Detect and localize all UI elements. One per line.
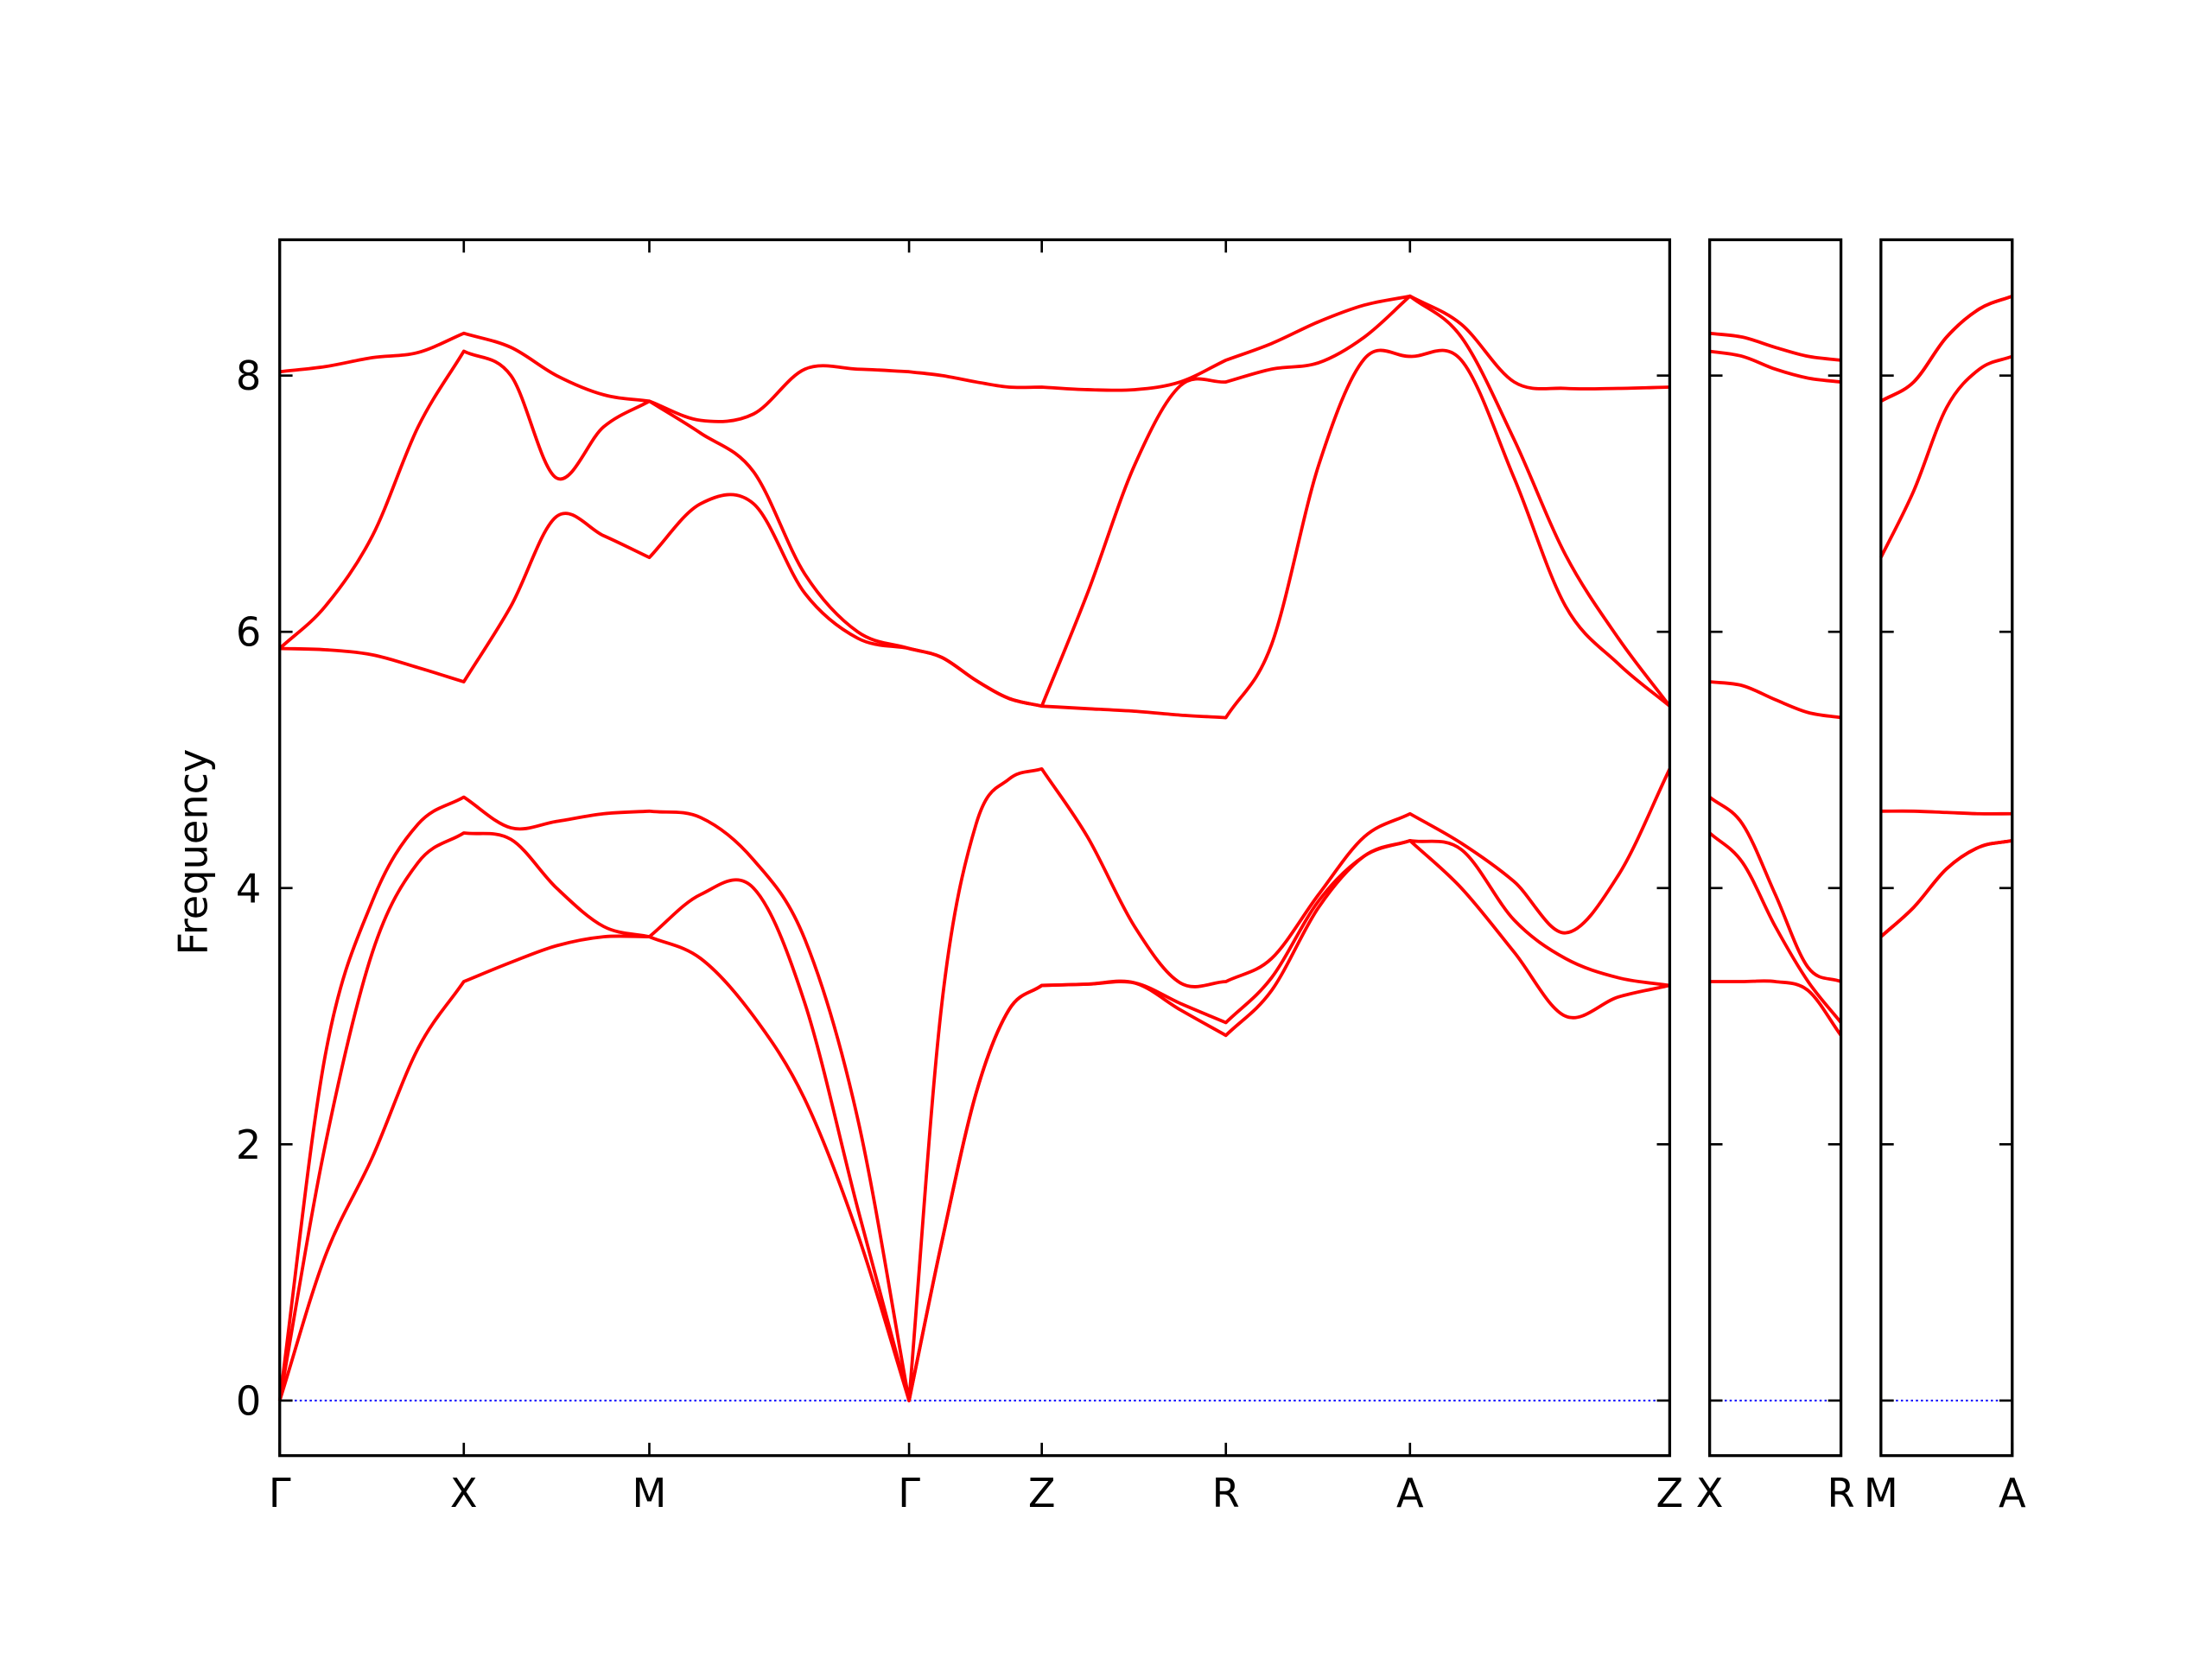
x-tick-label: R [1827, 1470, 1855, 1516]
x-tick-label: Z [1656, 1470, 1684, 1516]
x-tick-label: X [1696, 1470, 1724, 1516]
x-tick-label: A [1999, 1470, 2026, 1516]
y-tick-label: 0 [236, 1377, 261, 1424]
band-line [1880, 809, 2012, 816]
x-tick-label: A [1396, 1470, 1424, 1516]
band-line [1709, 331, 1841, 362]
band-line [1709, 979, 1843, 1037]
band-line [1709, 680, 1841, 720]
y-tick-label: 6 [236, 609, 261, 656]
band-line [277, 766, 1672, 1402]
x-tick-label: X [450, 1470, 478, 1516]
x-tick-label: M [632, 1470, 667, 1516]
x-tick-label: Z [1028, 1470, 1056, 1516]
x-tick-label: M [1864, 1470, 1898, 1516]
band-line [1879, 354, 2013, 559]
axes-frame [1879, 238, 2014, 1458]
band-line [1879, 294, 2013, 403]
band-line [1708, 795, 1842, 983]
band-line [1708, 831, 1843, 1024]
band-line [277, 831, 1670, 1402]
y-tick-label: 2 [236, 1122, 261, 1168]
band-line [278, 294, 1671, 709]
y-tick-label: 4 [236, 865, 261, 912]
x-tick-label: Γ [898, 1470, 920, 1516]
x-tick-label: R [1212, 1470, 1240, 1516]
y-tick-label: 8 [236, 353, 261, 399]
axes-frame [1707, 238, 1843, 1458]
axes-frame [278, 238, 1672, 1458]
band-line [1879, 839, 2013, 938]
x-tick-label: Γ [269, 1470, 291, 1516]
band-line [1709, 349, 1841, 384]
band-line [279, 294, 1670, 423]
y-axis-label: Frequency [169, 749, 216, 956]
